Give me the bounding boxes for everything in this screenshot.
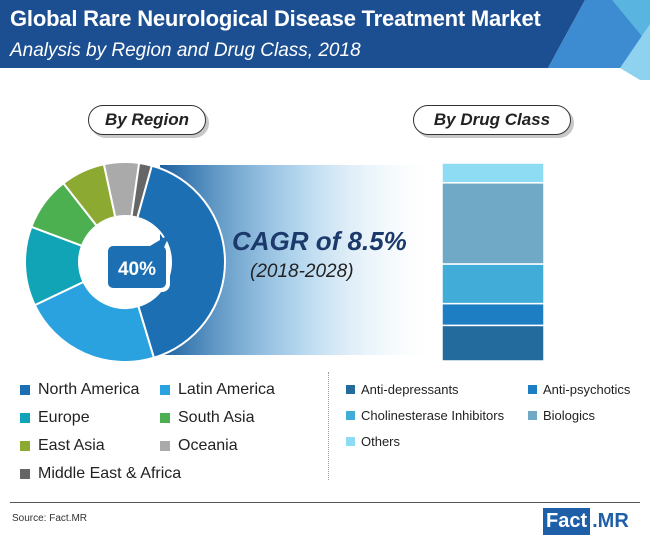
chart-title: Global Rare Neurological Disease Treatme… [10,6,541,31]
header-light-accent [612,0,650,46]
chart-subtitle: Analysis by Region and Drug Class, 2018 [10,40,361,61]
legend-swatch [20,413,30,423]
legend-item-biologics: Biologics [528,408,595,423]
region-section-label: By Region [88,105,206,135]
legend-label: Oceania [178,437,238,454]
legend-item-south-asia: South Asia [160,409,255,427]
legend-swatch [346,411,355,420]
legend-item-anti-depressants: Anti-depressants [346,382,459,397]
legend-swatch [160,413,170,423]
header-dark-band [0,0,585,68]
legend-swatch [346,385,355,394]
legend-divider [328,372,329,480]
source-note: Source: Fact.MR [12,513,88,524]
bar-segment-others [441,162,545,184]
bar-segment-anti-psychotics [441,302,545,327]
legend-item-others: Others [346,434,400,449]
header-mid-band [548,0,650,68]
center-callout-pointer [150,234,170,256]
legend-label: Middle East & Africa [38,465,182,482]
legend-swatch [20,469,30,479]
logo-mr-text: .MR [592,510,629,532]
legend-label: Anti-psychotics [543,382,631,397]
legend-item-north-america: North America [20,381,139,399]
legend-item-latin-america: Latin America [160,381,275,399]
cagr-label: CAGR of 8.5% [232,226,407,256]
header-banner: Global Rare Neurological Disease Treatme… [0,0,650,80]
donut-slice-latin-america [33,280,156,363]
legend-label: Latin America [178,381,275,398]
legend-label: South Asia [178,409,255,426]
legend-label: Cholinesterase Inhibitors [361,408,505,423]
legend-item-middle-east-and-africa: Middle East & Africa [20,465,181,483]
legend-swatch [20,385,30,395]
charts-canvas: 40% [24,161,545,363]
factmr-logo: Fact .MR [543,508,629,535]
bar-segment-biologics [441,182,545,265]
center-value-label: 40% [118,259,156,280]
bar-segment-cholinesterase-inhibitors [441,263,545,305]
legend-swatch [160,441,170,451]
legend-item-east-asia: East Asia [20,437,105,455]
legend-item-europe: Europe [20,409,90,427]
legend-label: North America [38,381,140,398]
legend-label: East Asia [38,437,105,454]
header-pale-accent [620,24,650,80]
cagr-period: (2018-2028) [250,261,354,282]
legend-item-anti-psychotics: Anti-psychotics [528,382,630,397]
legend-swatch [346,437,355,446]
legend-label: Europe [38,409,90,426]
legend-swatch [20,441,30,451]
legend-swatch [160,385,170,395]
bar-segment-anti-depressants [441,324,545,362]
donut-slice-middle-east-and-africa [130,161,153,219]
header-background [0,0,650,80]
drug-class-stacked-bar [441,162,545,362]
legend-item-oceania: Oceania [160,437,238,455]
legend-swatch [528,411,537,420]
legend-label: Others [361,434,401,449]
logo-fact-text: Fact [543,508,591,535]
center-callout-box [108,246,166,288]
cagr-funnel [160,165,430,355]
drug-class-section-label: By Drug Class [413,105,571,135]
legend-swatch [528,385,537,394]
center-callout: 40% [104,234,170,292]
legend-label: Anti-depressants [361,382,459,397]
legend-item-cholinesterase-inhibitors: Cholinesterase Inhibitors [346,408,504,423]
legend-label: Biologics [543,408,596,423]
footer-rule [10,502,640,503]
region-donut-chart [24,161,226,363]
